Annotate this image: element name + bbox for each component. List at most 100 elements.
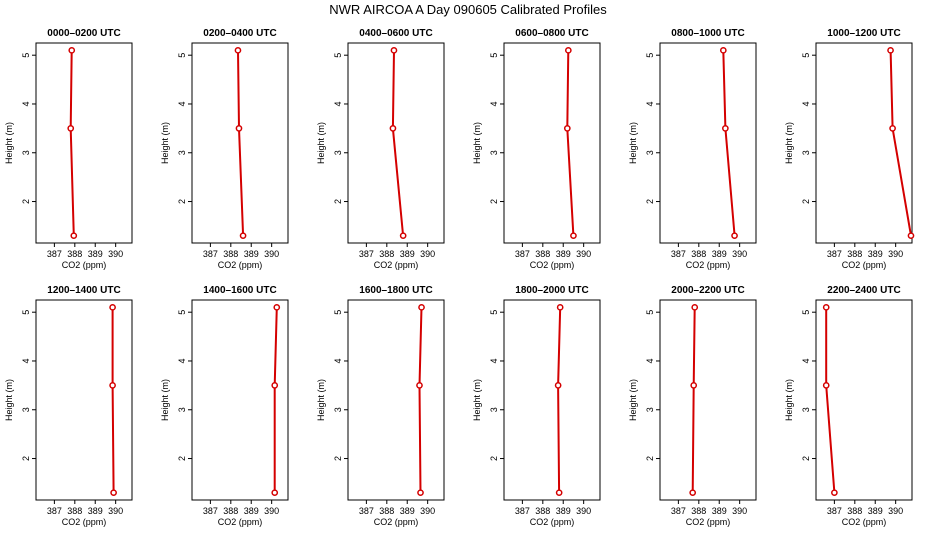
y-tick-label: 4 [489, 101, 499, 106]
y-tick-label: 2 [645, 199, 655, 204]
x-tick-label: 390 [732, 249, 747, 259]
y-tick-label: 2 [21, 199, 31, 204]
panel-title: 1000–1200 UTC [827, 28, 900, 39]
x-axis-label: CO2 (ppm) [374, 260, 419, 270]
y-tick-label: 3 [21, 150, 31, 155]
y-tick-label: 2 [489, 456, 499, 461]
co2-profile-line [566, 50, 575, 236]
x-tick-label: 390 [108, 506, 123, 516]
x-tick-label: 389 [400, 249, 415, 259]
x-tick-label: 388 [535, 506, 550, 516]
x-tick-label: 390 [264, 249, 279, 259]
y-tick-label: 4 [645, 358, 655, 363]
y-tick-label: 5 [489, 53, 499, 58]
x-tick-label: 387 [359, 249, 374, 259]
y-tick-label: 5 [21, 53, 31, 58]
co2-profile-line [722, 50, 736, 236]
x-tick-label: 387 [203, 506, 218, 516]
y-tick-label: 4 [801, 101, 811, 106]
y-tick-label: 2 [489, 199, 499, 204]
y-axis-label: Height (m) [160, 379, 170, 421]
x-tick-label: 388 [691, 249, 706, 259]
plot-frame [347, 42, 445, 244]
co2-profile-line [111, 307, 115, 493]
data-point [887, 46, 894, 54]
y-tick-label: 3 [489, 150, 499, 155]
y-axis-label: Height (m) [784, 379, 794, 421]
data-point [67, 125, 75, 132]
x-tick-label: 388 [691, 506, 706, 516]
x-tick-label: 387 [671, 249, 686, 259]
data-point [416, 382, 423, 389]
data-point [389, 125, 397, 132]
y-tick-label: 5 [645, 53, 655, 58]
co2-profile-line [691, 307, 696, 493]
y-tick-label: 5 [21, 310, 31, 315]
plot-frame [191, 42, 289, 244]
x-tick-label: 389 [556, 249, 571, 259]
x-tick-label: 390 [888, 506, 903, 516]
data-point [70, 232, 78, 240]
y-tick-label: 5 [333, 310, 343, 315]
data-point [555, 489, 563, 497]
data-point [563, 125, 571, 132]
panel-title: 1200–1400 UTC [47, 285, 120, 296]
x-tick-label: 389 [556, 506, 571, 516]
co2-profile-line [273, 307, 278, 493]
y-tick-label: 2 [333, 199, 343, 204]
x-tick-label: 387 [47, 506, 62, 516]
plot-frame [815, 299, 913, 501]
y-tick-label: 3 [801, 407, 811, 412]
plot-frame [35, 42, 133, 244]
y-axis-label: Height (m) [784, 122, 794, 164]
x-axis-label: CO2 (ppm) [842, 517, 887, 527]
co2-profile-line [391, 50, 405, 236]
y-axis-label: Height (m) [4, 379, 14, 421]
data-point [68, 46, 76, 54]
x-tick-label: 388 [67, 249, 82, 259]
data-point [109, 303, 116, 311]
plot-frame [191, 299, 289, 501]
y-tick-label: 3 [21, 407, 31, 412]
panel-title: 0000–0200 UTC [47, 28, 120, 39]
x-axis-label: CO2 (ppm) [374, 517, 419, 527]
panel-10: 1800–2000 UTC 387 388 389 390 2 3 4 5 CO2 (ppm) He… [472, 285, 601, 527]
plot-frame [347, 299, 445, 501]
data-point [691, 303, 699, 311]
x-tick-label: 388 [847, 249, 862, 259]
plot-frame [35, 299, 133, 501]
panel-12: 2200–2400 UTC 387 388 389 390 2 3 4 5 CO2 (ppm) He… [784, 285, 913, 527]
x-tick-label: 389 [244, 506, 259, 516]
y-axis-label: Height (m) [628, 379, 638, 421]
y-tick-label: 4 [333, 101, 343, 106]
x-tick-label: 389 [712, 506, 727, 516]
y-tick-label: 5 [801, 53, 811, 58]
x-tick-label: 388 [223, 506, 238, 516]
y-tick-label: 3 [177, 407, 187, 412]
data-point [390, 46, 398, 54]
x-axis-label: CO2 (ppm) [62, 517, 107, 527]
y-tick-label: 2 [177, 456, 187, 461]
y-tick-label: 4 [177, 101, 187, 106]
data-point [109, 382, 116, 389]
x-axis-label: CO2 (ppm) [218, 260, 263, 270]
y-tick-label: 3 [645, 150, 655, 155]
x-tick-label: 387 [203, 249, 218, 259]
panel-1: 0000–0200 UTC 387 388 389 390 2 3 4 5 CO2 (ppm) He… [4, 28, 133, 270]
panel-3: 0400–0600 UTC 387 388 389 390 2 3 4 5 CO2 (ppm) He… [316, 28, 445, 270]
x-tick-label: 389 [712, 249, 727, 259]
y-tick-label: 2 [333, 456, 343, 461]
panel-title: 0200–0400 UTC [203, 28, 276, 39]
x-tick-label: 389 [244, 249, 259, 259]
y-axis-label: Height (m) [316, 122, 326, 164]
x-tick-label: 388 [379, 249, 394, 259]
plot-frame [815, 42, 913, 244]
panel-6: 1000–1200 UTC 387 388 389 390 2 3 4 5 CO2 (ppm) He… [784, 28, 915, 270]
x-tick-label: 388 [847, 506, 862, 516]
y-tick-label: 4 [177, 358, 187, 363]
x-tick-label: 388 [223, 249, 238, 259]
y-tick-label: 5 [801, 310, 811, 315]
y-tick-label: 5 [489, 310, 499, 315]
x-axis-label: CO2 (ppm) [686, 260, 731, 270]
